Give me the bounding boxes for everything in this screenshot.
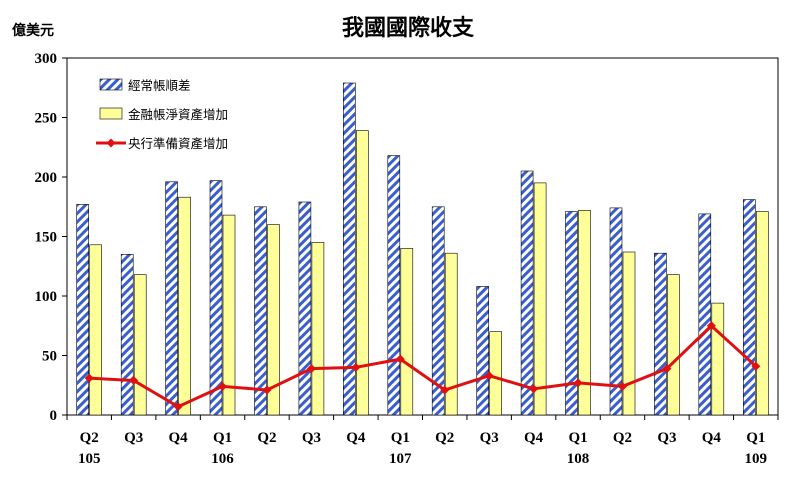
reserve-assets-line [89,323,757,409]
bar-current-account [520,170,534,416]
y-tick-label: 300 [35,51,58,67]
x-tick-label: Q2 [257,430,276,446]
x-tick-label: Q4 [702,430,722,446]
bar-financial-account [400,248,414,416]
reserve-assets-point [573,378,583,388]
legend-label: 金融帳淨資產增加 [128,107,228,122]
reserve-assets-point [351,362,361,372]
x-tick-label: Q3 [124,430,143,446]
reserve-assets-point [218,381,228,391]
reserve-assets-point [306,364,316,374]
x-year-label: 105 [78,451,101,467]
reserve-assets-point [751,361,761,371]
bar-financial-account [355,130,369,416]
reserve-assets-point [129,375,139,385]
bar-financial-account [222,214,236,416]
x-tick-label: Q1 [568,430,587,446]
reserve-assets-point [617,381,627,391]
bar-financial-account [755,211,769,416]
bar-current-account [120,254,134,416]
bar-current-account [654,252,667,416]
bar-financial-account [667,274,680,416]
reserve-assets-point [662,364,672,374]
reserve-assets-point [484,371,494,381]
reserve-assets-point [173,402,183,412]
x-tick-label: Q1 [213,430,232,446]
reserve-assets-point [262,385,272,395]
y-tick-label: 0 [50,408,58,424]
x-tick-label: Q1 [391,430,410,446]
legend-swatch [99,78,123,91]
x-year-label: 109 [745,451,768,467]
legend-swatch [99,107,123,120]
x-tick-label: Q4 [346,430,366,446]
x-year-label: 108 [567,451,590,467]
bar-current-account [342,82,356,416]
bar-financial-account [622,251,636,416]
bar-current-account [431,206,445,416]
reserve-assets-point [84,373,94,383]
bar-current-account [698,213,712,416]
x-tick-label: Q1 [746,430,765,446]
bar-current-account [742,199,756,416]
y-tick-label: 50 [42,349,57,365]
bar-current-account [476,286,490,416]
y-tick-label: 250 [35,111,58,127]
bar-current-account [165,181,178,416]
bar-financial-account [311,242,325,416]
bar-financial-account [133,274,147,416]
bar-financial-account [267,224,280,416]
bar-current-account [609,207,623,416]
bar-current-account [298,201,312,416]
bar-financial-account [711,302,725,416]
bar-financial-account [578,210,591,416]
bar-current-account [209,180,223,416]
x-year-label: 106 [211,451,234,467]
bar-financial-account [533,182,547,416]
bar-financial-account [444,252,458,416]
reserve-assets-point [529,384,539,394]
reserve-assets-point [706,321,716,331]
x-tick-label: Q3 [480,430,499,446]
y-axis-unit: 億美元 [12,22,54,39]
reserve-assets-point [440,385,450,395]
x-tick-label: Q3 [302,430,321,446]
x-year-label: 107 [389,451,412,467]
legend-label: 經常帳順差 [128,78,191,93]
y-tick-label: 100 [35,289,58,305]
bar-financial-account [489,331,503,416]
y-tick-label: 150 [35,230,58,246]
chart-title: 我國國際收支 [342,15,475,41]
x-tick-label: Q2 [613,430,632,446]
legend-label: 央行準備資產增加 [128,136,228,151]
bar-current-account [565,211,578,416]
bar-financial-account [178,196,191,416]
bar-financial-account [89,244,102,416]
bar-current-account [76,204,89,416]
y-tick-label: 200 [35,170,58,186]
x-tick-label: Q3 [657,430,676,446]
x-tick-label: Q2 [435,430,454,446]
reserve-assets-point [395,354,405,364]
x-tick-label: Q4 [169,430,189,446]
legend-swatch-marker [106,138,116,148]
x-tick-label: Q4 [524,430,544,446]
x-tick-label: Q2 [80,430,99,446]
bar-current-account [254,206,267,416]
bar-current-account [387,155,401,416]
